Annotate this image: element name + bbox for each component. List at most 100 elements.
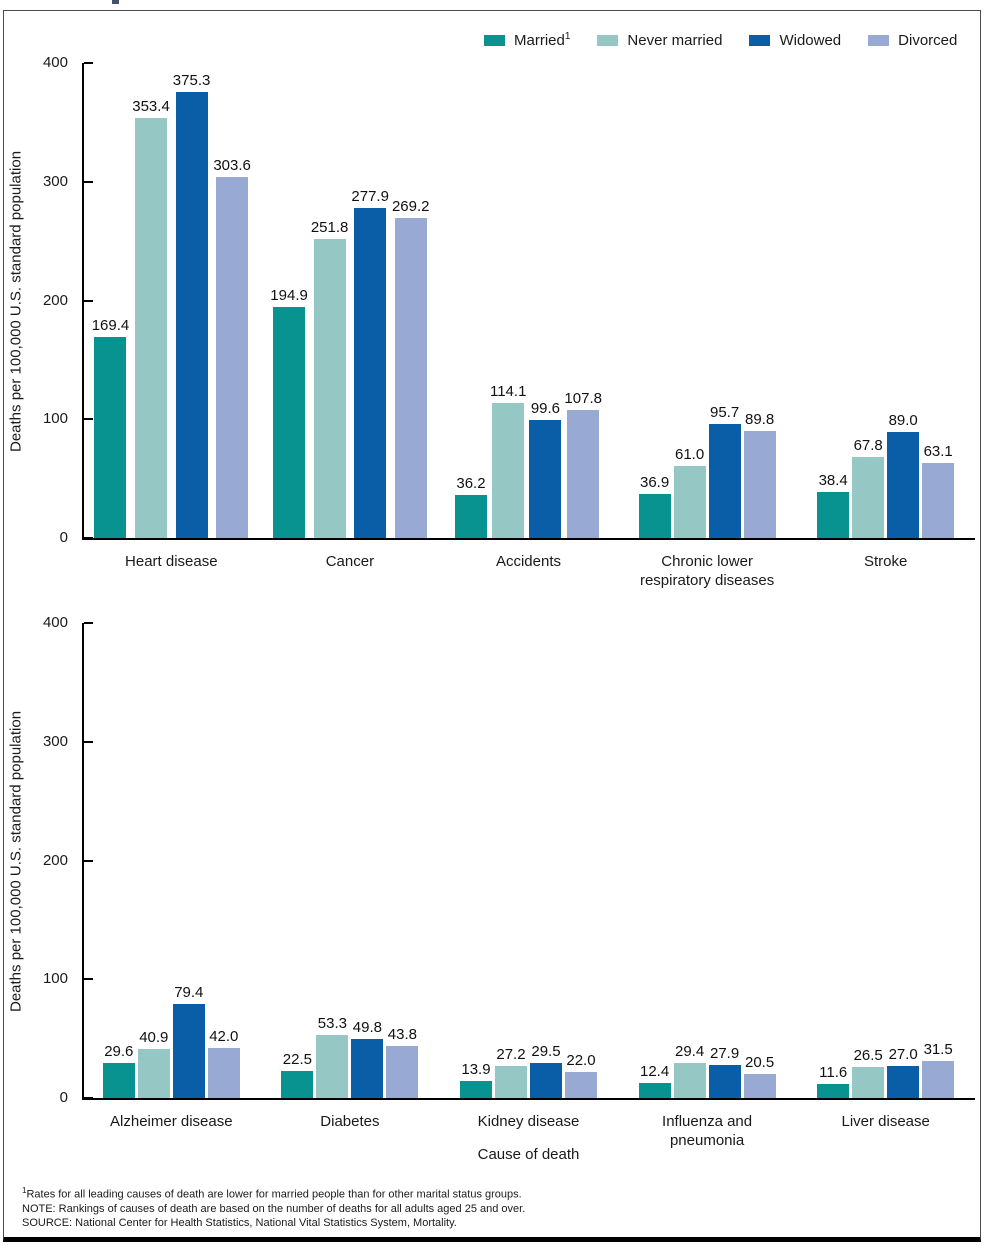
bar-widowed	[529, 1063, 562, 1098]
bar-column: 49.8	[351, 1020, 384, 1098]
y-tick-label: 100	[42, 410, 68, 428]
bar-column: 29.5	[529, 1044, 562, 1098]
footnote-rates-text: Rates for all leading causes of death ar…	[26, 1188, 522, 1201]
y-tick-label: 100	[42, 970, 68, 988]
bar-column: 11.6	[817, 1065, 850, 1098]
y-tick-label: 300	[42, 732, 68, 750]
y-tick	[84, 180, 93, 183]
bar-divorced	[743, 1074, 776, 1098]
bar-column: 27.2	[494, 1046, 527, 1098]
bar-married	[102, 1063, 135, 1098]
y-tick-label: 0	[59, 1089, 68, 1106]
bar-column: 20.5	[743, 1055, 776, 1098]
bar-column: 107.8	[564, 391, 602, 538]
bar-widowed	[887, 1066, 920, 1098]
y-tick-label: 200	[42, 851, 68, 869]
bar-value-label: 27.2	[496, 1046, 526, 1063]
bar-column: 114.1	[490, 384, 526, 538]
bar-never-married	[673, 1063, 706, 1098]
bar-divorced	[743, 431, 776, 538]
bar-column: 99.6	[529, 400, 562, 538]
bar-value-label: 251.8	[310, 219, 349, 236]
bar-value-label: 107.8	[564, 390, 602, 407]
bar-married	[638, 1083, 671, 1098]
category-label: Influenza and pneumonia	[662, 1113, 753, 1149]
bar-divorced	[216, 177, 249, 538]
bar-column: 26.5	[852, 1048, 885, 1098]
footnote-rates: 1Rates for all leading causes of death a…	[22, 1184, 525, 1202]
bar-column: 95.7	[708, 405, 741, 538]
y-tick	[84, 622, 93, 624]
y-tick	[84, 299, 93, 302]
bar-group: 11.6 26.5 27.0 31.5	[796, 1042, 975, 1098]
category-label: Chronic lower respiratory diseases	[639, 553, 775, 589]
bar-column: 29.6	[102, 1043, 135, 1098]
bar-widowed	[887, 432, 920, 538]
bar-value-label: 36.2	[456, 475, 486, 492]
y-tick	[84, 978, 93, 981]
y-tick	[84, 537, 93, 539]
bar-divorced	[922, 463, 955, 538]
footnotes: 1Rates for all leading causes of death a…	[22, 1184, 525, 1230]
bar-group: 38.4 67.8 89.0 63.1	[796, 413, 975, 538]
bar-never-married	[852, 1067, 885, 1098]
bar-column: 79.4	[172, 984, 205, 1098]
bar-never-married	[316, 1035, 349, 1098]
bar-married	[94, 337, 127, 538]
y-axis-line	[82, 623, 84, 1100]
cropped-title-fragment	[112, 0, 119, 4]
bar-group: 169.4 353.4 375.3 303.6	[82, 73, 261, 538]
x-axis-line	[82, 538, 975, 540]
legend-item-widowed: Widowed	[749, 32, 841, 49]
bar-married	[817, 1084, 850, 1098]
bar-group: 29.6 40.9 79.4 42.0	[82, 985, 261, 1098]
bar-value-label: 29.6	[104, 1043, 134, 1060]
bar-value-label: 89.8	[744, 411, 775, 428]
legend-label: Widowed	[779, 31, 842, 49]
legend-superscript: 1	[564, 31, 571, 42]
bar-group: 36.9 61.0 95.7 89.8	[618, 405, 797, 538]
bar-column: 22.0	[564, 1053, 597, 1098]
figure-border	[3, 10, 981, 1242]
bar-value-label: 42.0	[209, 1028, 239, 1045]
bar-married	[281, 1071, 314, 1098]
bar-married	[454, 495, 487, 538]
category-label: Liver disease	[841, 1113, 930, 1130]
bar-group: 36.2 114.1 99.6 107.8	[439, 384, 618, 538]
legend-swatch	[868, 34, 890, 46]
bar-married	[638, 494, 671, 538]
bar-column: 40.9	[137, 1029, 170, 1098]
bar-column: 36.9	[638, 475, 671, 538]
bar-value-label: 61.0	[674, 446, 705, 463]
bar-column: 27.9	[708, 1045, 741, 1098]
bar-never-married	[313, 239, 346, 538]
x-axis-line	[82, 1098, 975, 1100]
bar-widowed	[708, 424, 741, 538]
legend-item-divorced: Divorced	[868, 32, 957, 49]
bar-never-married	[494, 1066, 527, 1098]
bar-column: 353.4	[132, 99, 170, 538]
bar-value-label: 31.5	[923, 1041, 953, 1058]
bar-value-label: 99.6	[530, 400, 561, 417]
bar-never-married	[852, 457, 885, 538]
footnote-note: NOTE: Rankings of causes of death are ba…	[22, 1202, 526, 1215]
bar-column: 22.5	[281, 1052, 314, 1098]
y-tick-label: 200	[42, 291, 68, 309]
bar-value-label: 27.9	[709, 1045, 740, 1062]
bar-value-label: 79.4	[174, 984, 204, 1001]
bar-widowed	[529, 420, 562, 538]
bar-column: 29.4	[673, 1044, 706, 1098]
bar-value-label: 169.4	[91, 317, 130, 334]
category-label: Accidents	[495, 553, 561, 570]
bar-divorced	[386, 1046, 419, 1098]
y-tick	[84, 859, 93, 862]
bar-column: 67.8	[852, 438, 885, 538]
bar-group: 22.5 53.3 49.8 43.8	[261, 1016, 440, 1098]
legend-label: Never married	[627, 31, 723, 49]
footnote-superscript: 1	[22, 1186, 27, 1195]
y-tick-label: 400	[42, 614, 68, 631]
bar-married	[459, 1081, 492, 1098]
chart-legend: Married1 Never married Widowed Divorced	[484, 31, 957, 49]
bar-value-label: 40.9	[139, 1029, 169, 1046]
bar-value-label: 38.4	[818, 472, 848, 489]
